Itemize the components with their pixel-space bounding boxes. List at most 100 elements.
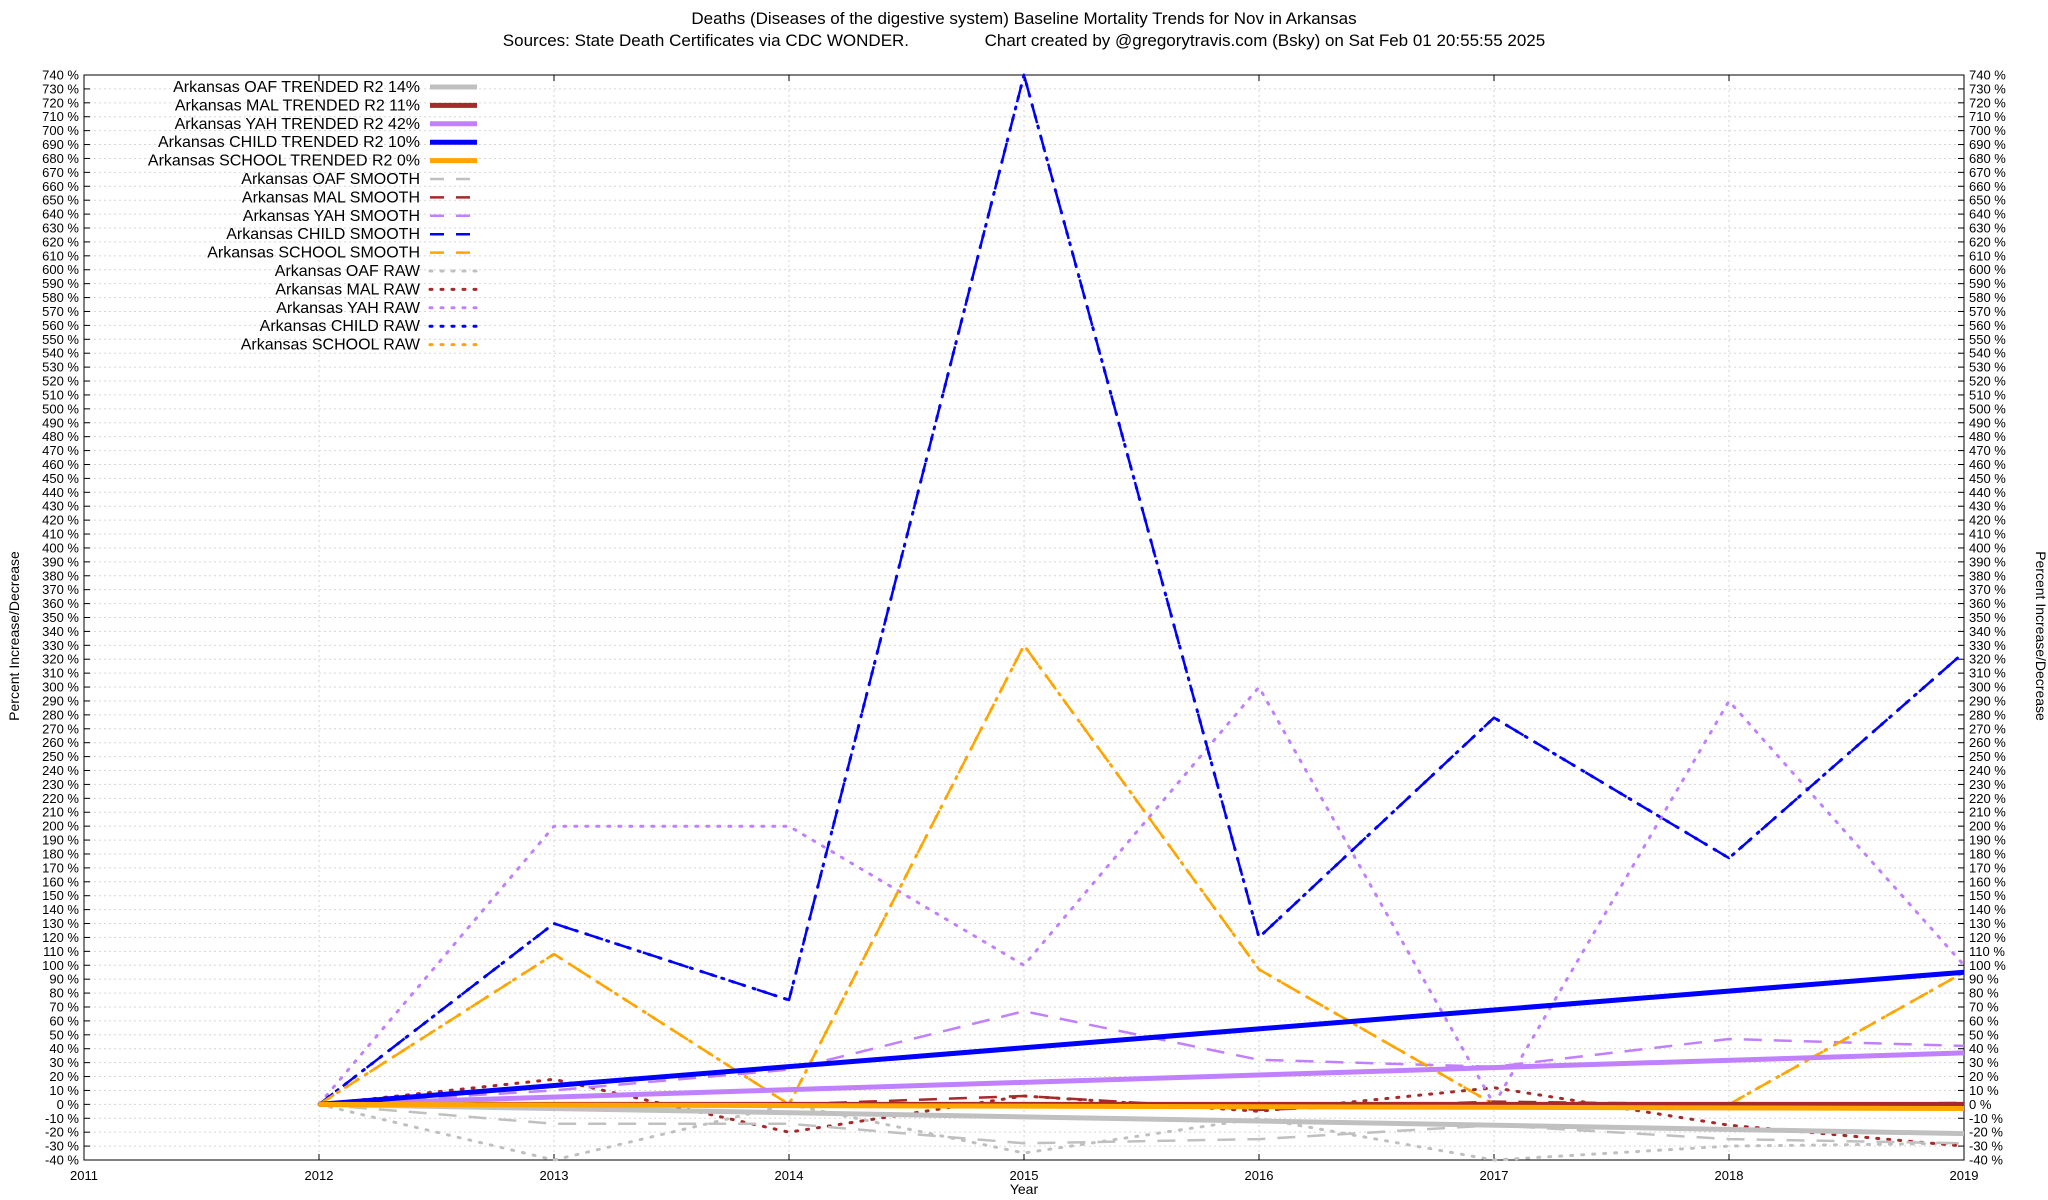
x-tick-label: 2015 bbox=[1010, 1168, 1039, 1183]
y2-tick-label: 90 % bbox=[1969, 972, 1999, 987]
legend-entry-label: Arkansas YAH TRENDED R2 42% bbox=[175, 116, 420, 133]
y-tick-label: 660 % bbox=[42, 179, 79, 194]
y-tick-label: 540 % bbox=[42, 346, 79, 361]
y-tick-label: 420 % bbox=[42, 513, 79, 528]
y2-tick-label: 190 % bbox=[1969, 833, 2006, 848]
y-axis-label: Percent Increase/Decrease bbox=[6, 551, 22, 721]
y2-tick-label: 140 % bbox=[1969, 902, 2006, 917]
y-tick-label: 360 % bbox=[42, 596, 79, 611]
y2-tick-label: 390 % bbox=[1969, 554, 2006, 569]
y-tick-label: 620 % bbox=[42, 234, 79, 249]
y-tick-label: -40 % bbox=[45, 1153, 79, 1168]
y2-tick-label: 550 % bbox=[1969, 332, 2006, 347]
y-tick-label: 640 % bbox=[42, 207, 79, 222]
x-tick-label: 2012 bbox=[305, 1168, 334, 1183]
y-tick-label: 160 % bbox=[42, 874, 79, 889]
y-tick-label: 470 % bbox=[42, 443, 79, 458]
y2-tick-label: 490 % bbox=[1969, 415, 2006, 430]
y-tick-label: 440 % bbox=[42, 485, 79, 500]
y-tick-label: 20 % bbox=[49, 1069, 79, 1084]
y-tick-label: 120 % bbox=[42, 930, 79, 945]
x-tick-label: 2018 bbox=[1715, 1168, 1744, 1183]
y-tick-label: 500 % bbox=[42, 401, 79, 416]
y2-tick-label: 380 % bbox=[1969, 568, 2006, 583]
legend-entry-label: Arkansas YAH SMOOTH bbox=[243, 208, 420, 225]
y2-tick-label: 360 % bbox=[1969, 596, 2006, 611]
series-line bbox=[318, 1101, 1965, 1137]
y-tick-label: 240 % bbox=[42, 763, 79, 778]
y2-tick-label: 590 % bbox=[1969, 276, 2006, 291]
y-tick-label: 610 % bbox=[42, 248, 79, 263]
y-tick-label: -20 % bbox=[45, 1125, 79, 1140]
chart-title: Deaths (Diseases of the digestive system… bbox=[691, 9, 1356, 28]
x-tick-label: 2016 bbox=[1245, 1168, 1274, 1183]
y-tick-label: 0 % bbox=[57, 1097, 80, 1112]
y-tick-label: 140 % bbox=[42, 902, 79, 917]
y2-tick-label: 60 % bbox=[1969, 1013, 1999, 1028]
y2-axis-label: Percent Increase/Decrease bbox=[2033, 551, 2048, 721]
y2-tick-label: 30 % bbox=[1969, 1055, 1999, 1070]
y-tick-label: 680 % bbox=[42, 151, 79, 166]
legend-entry-label: Arkansas YAH RAW bbox=[276, 300, 421, 317]
y2-tick-label: 560 % bbox=[1969, 318, 2006, 333]
y-tick-label: 130 % bbox=[42, 916, 79, 931]
x-tick-label: 2019 bbox=[1950, 1168, 1979, 1183]
y-tick-label: 460 % bbox=[42, 457, 79, 472]
chart-subtitle: Sources: State Death Certificates via CD… bbox=[503, 31, 1545, 50]
x-axis-label: Year bbox=[1010, 1181, 1039, 1197]
x-tick-label: 2017 bbox=[1480, 1168, 1509, 1183]
legend-entry-label: Arkansas CHILD SMOOTH bbox=[226, 226, 420, 243]
y-tick-label: 150 % bbox=[42, 888, 79, 903]
y-tick-label: 710 % bbox=[42, 109, 79, 124]
x-tick-label: 2014 bbox=[775, 1168, 804, 1183]
y-tick-label: 490 % bbox=[42, 415, 79, 430]
y-tick-label: 450 % bbox=[42, 471, 79, 486]
series-line bbox=[318, 1009, 1965, 1106]
y-tick-label: 190 % bbox=[42, 833, 79, 848]
y2-tick-label: 530 % bbox=[1969, 360, 2006, 375]
y2-tick-label: 40 % bbox=[1969, 1041, 1999, 1056]
y-tick-label: 690 % bbox=[42, 137, 79, 152]
y-tick-label: 700 % bbox=[42, 123, 79, 138]
y2-tick-label: 440 % bbox=[1969, 485, 2006, 500]
y-tick-label: 180 % bbox=[42, 846, 79, 861]
y-tick-label: 320 % bbox=[42, 652, 79, 667]
y2-tick-label: 50 % bbox=[1969, 1027, 1999, 1042]
y2-tick-label: 650 % bbox=[1969, 193, 2006, 208]
y-tick-label: 530 % bbox=[42, 360, 79, 375]
y2-tick-label: 720 % bbox=[1969, 95, 2006, 110]
y-tick-label: 220 % bbox=[42, 791, 79, 806]
y-tick-label: 350 % bbox=[42, 610, 79, 625]
y-tick-label: 730 % bbox=[42, 81, 79, 96]
series-line bbox=[317, 685, 1966, 1106]
y-tick-label: 210 % bbox=[42, 805, 79, 820]
y-tick-label: 100 % bbox=[42, 958, 79, 973]
series-line bbox=[318, 1101, 1965, 1111]
y2-tick-label: 300 % bbox=[1969, 680, 2006, 695]
legend-entry-label: Arkansas CHILD RAW bbox=[260, 318, 421, 335]
y2-tick-label: 450 % bbox=[1969, 471, 2006, 486]
y-tick-label: 170 % bbox=[42, 860, 79, 875]
y2-tick-label: 320 % bbox=[1969, 652, 2006, 667]
y-tick-label: 260 % bbox=[42, 735, 79, 750]
y2-tick-label: -30 % bbox=[1969, 1139, 2003, 1154]
legend-entry-label: Arkansas OAF RAW bbox=[275, 263, 421, 280]
y-tick-label: 230 % bbox=[42, 777, 79, 792]
y-tick-label: 380 % bbox=[42, 568, 79, 583]
y2-tick-label: 260 % bbox=[1969, 735, 2006, 750]
series-line bbox=[318, 644, 1965, 1106]
x-tick-label: 2011 bbox=[70, 1168, 98, 1183]
series-line bbox=[318, 73, 1965, 1106]
y-tick-label: -10 % bbox=[45, 1111, 79, 1126]
y2-tick-label: 600 % bbox=[1969, 262, 2006, 277]
y2-tick-label: 660 % bbox=[1969, 179, 2006, 194]
y2-tick-label: -40 % bbox=[1969, 1153, 2003, 1168]
y-tick-label: 70 % bbox=[49, 999, 79, 1014]
axes: -40 % -40 %-30 % -30 %-20 % -20 %-10 % -10 %… bbox=[42, 68, 2006, 1184]
y2-tick-label: 410 % bbox=[1969, 527, 2006, 542]
y2-tick-label: 200 % bbox=[1969, 819, 2006, 834]
y-tick-label: 480 % bbox=[42, 429, 79, 444]
y2-tick-label: 740 % bbox=[1969, 68, 2006, 83]
y2-tick-label: 80 % bbox=[1969, 986, 1999, 1001]
